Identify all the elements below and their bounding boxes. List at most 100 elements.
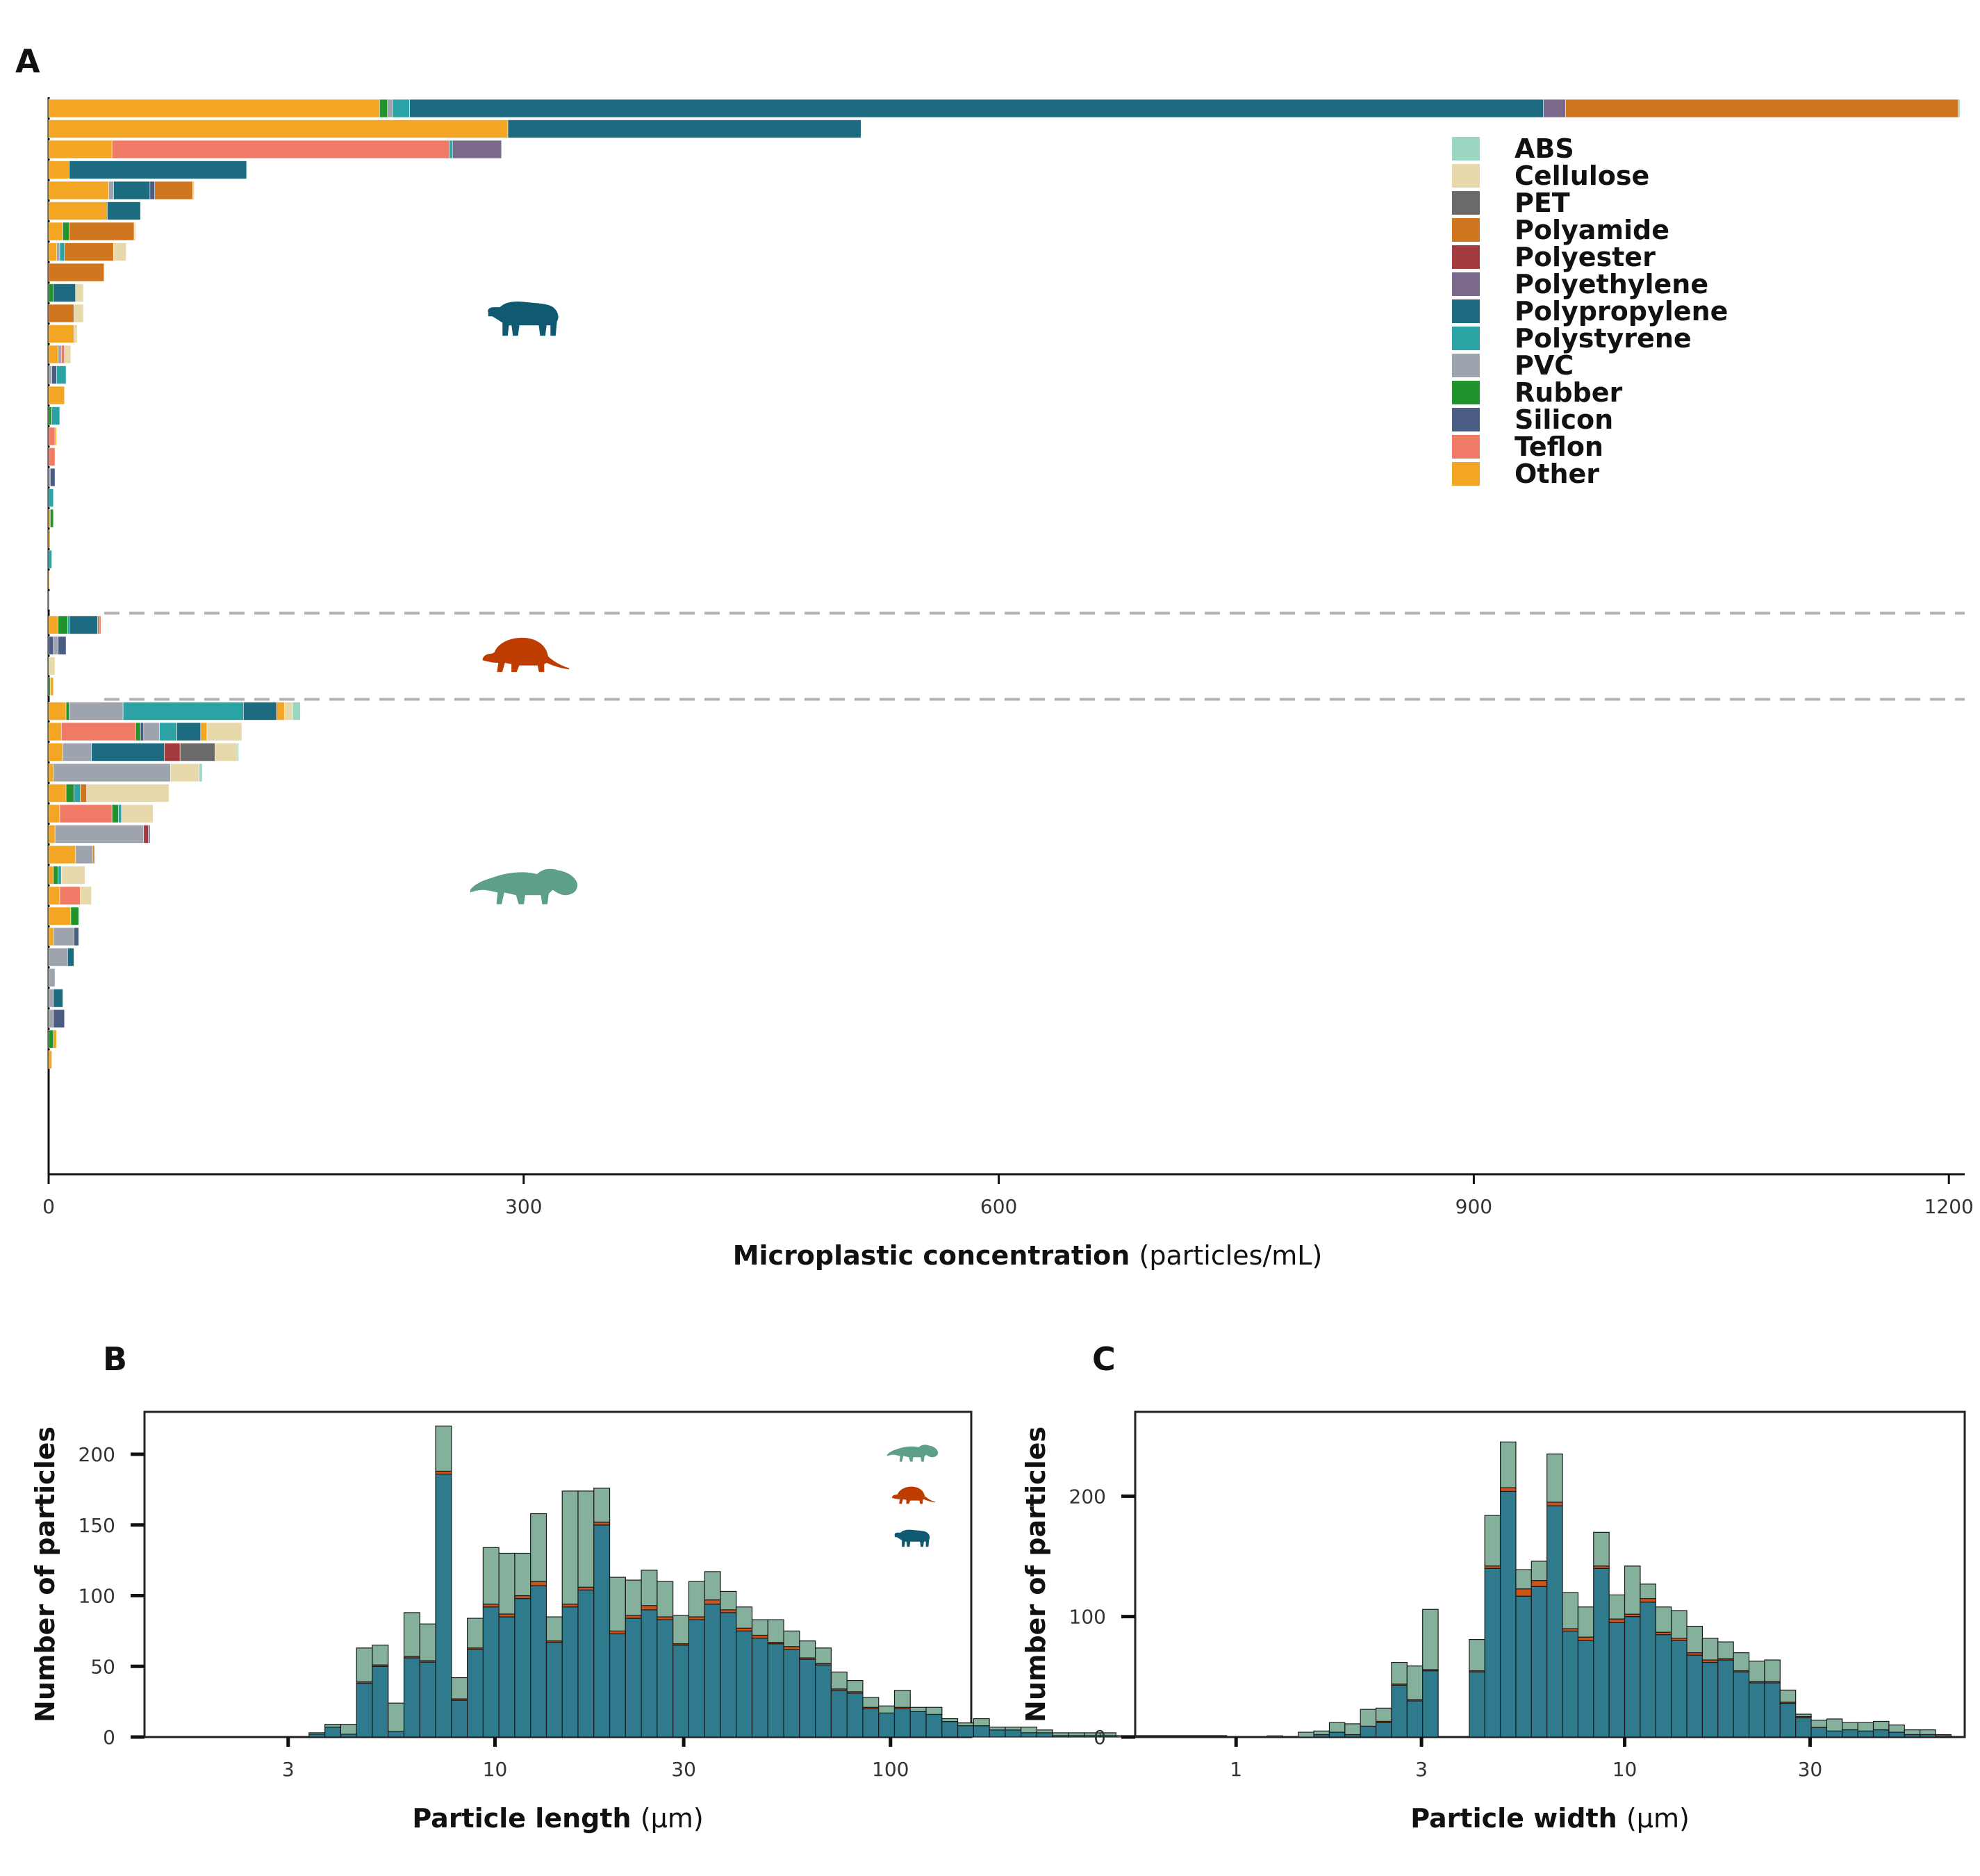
b-bar-tapir <box>925 1713 943 1738</box>
b-bar-anteater <box>356 1647 373 1683</box>
c-bar-tapir <box>1779 1702 1797 1738</box>
a-bar-segment-rubber <box>65 702 69 721</box>
a-bar-segment-polystyrene <box>449 140 453 159</box>
c-bar-anteater <box>1531 1561 1548 1581</box>
legend-label-cellulose: Cellulose <box>1515 161 1649 191</box>
b-bar-anteater <box>688 1581 705 1618</box>
a-bar-segment-cellulose <box>192 181 195 200</box>
b-bar-tapir <box>657 1619 674 1738</box>
a-bar-segment-polypropylene <box>113 181 151 200</box>
b-legend-anteater-icon <box>886 1445 939 1462</box>
a-bar-segment-rubber <box>48 677 51 696</box>
b-bar-tapir <box>941 1721 959 1738</box>
a-bar-segment-polyamide <box>48 304 74 323</box>
b-bar-anteater <box>1068 1732 1085 1736</box>
c-bar-tapir <box>1469 1671 1485 1738</box>
a-bar-segment-pvc <box>48 365 52 384</box>
a-bar-segment-silicon <box>51 365 57 384</box>
c-y-tick-label: 200 <box>1069 1485 1106 1508</box>
c-bar-tapir <box>1531 1586 1548 1738</box>
c-bar-anteater <box>1748 1661 1765 1682</box>
a-bar-segment-other <box>48 120 509 138</box>
c-y-axis-title: Number of particles <box>1021 1426 1051 1722</box>
b-bar-armadillo <box>736 1627 753 1631</box>
a-bar-segment-polyester <box>164 743 181 762</box>
a-bar-segment-rubber <box>63 222 69 241</box>
c-bar-tapir <box>1795 1717 1812 1738</box>
b-bar-anteater <box>498 1552 515 1615</box>
b-bar-tapir <box>372 1665 389 1738</box>
a-bar-segment-other <box>48 743 63 762</box>
a-bar-segment-cellulose <box>64 345 72 364</box>
c-bar-tapir <box>1857 1730 1874 1738</box>
c-bar-armadillo <box>1531 1580 1548 1587</box>
b-bar-tapir <box>308 1734 326 1738</box>
b-bar-tapir <box>419 1661 436 1738</box>
c-bar-anteater <box>1546 1454 1563 1503</box>
b-bar-anteater <box>451 1677 468 1700</box>
a-bar-segment-other <box>48 722 62 741</box>
a-bar-segment-other <box>48 763 54 782</box>
b-x-tick-label: 100 <box>872 1758 909 1781</box>
a-bar-segment-pvc <box>56 242 60 261</box>
c-bar-anteater <box>1375 1707 1392 1722</box>
b-bar-anteater <box>324 1724 342 1728</box>
a-bar-segment-polystyrene <box>159 722 177 741</box>
c-bar-anteater <box>1842 1722 1858 1731</box>
b-bar-anteater <box>340 1724 357 1735</box>
b-bar-anteater <box>878 1705 896 1714</box>
a-bar-segment-polystyrene <box>74 784 81 803</box>
b-bar-tapir <box>720 1612 737 1738</box>
b-bar-anteater <box>783 1630 800 1647</box>
b-bar-anteater <box>767 1619 784 1643</box>
c-x-tick-label: 30 <box>1798 1758 1823 1781</box>
b-bar-tapir <box>688 1619 705 1738</box>
c-bar-anteater <box>1422 1608 1439 1670</box>
c-bar-anteater <box>1608 1594 1626 1620</box>
a-bar-segment-pet <box>179 743 215 762</box>
b-bar-anteater <box>957 1722 974 1727</box>
a-x-tick-label: 0 <box>42 1195 55 1218</box>
b-bar-tapir <box>704 1604 721 1738</box>
b-x-tick-label: 10 <box>483 1758 508 1781</box>
c-bar-anteater <box>1826 1718 1843 1731</box>
a-bar-segment-polyethylene <box>1543 99 1566 118</box>
b-bar-anteater <box>657 1581 674 1618</box>
c-bar-tapir <box>1608 1622 1626 1738</box>
a-bar-segment-polypropylene <box>409 99 1544 118</box>
b-bar-tapir <box>641 1609 658 1738</box>
a-bar-segment-other <box>48 140 113 159</box>
b-bar-anteater <box>561 1490 579 1605</box>
b-bar-armadillo <box>751 1634 768 1639</box>
b-bar-anteater <box>577 1490 595 1588</box>
a-bar-segment-pvc <box>63 743 92 762</box>
a-bar-segment-other <box>200 722 208 741</box>
b-bar-anteater <box>973 1718 990 1727</box>
legend-label-polyethylene: Polyethylene <box>1515 269 1708 299</box>
b-bar-anteater <box>989 1727 1006 1731</box>
b-y-tick-label: 200 <box>79 1443 115 1466</box>
c-bar-tapir <box>1717 1659 1734 1738</box>
b-bar-anteater <box>593 1488 611 1523</box>
b-bar-tapir <box>783 1649 800 1738</box>
a-bar-segment-other <box>54 427 57 446</box>
a-bar-segment-cellulose <box>80 886 92 905</box>
c-bar-anteater <box>1810 1720 1828 1728</box>
b-bar-tapir <box>324 1727 342 1738</box>
a-bar-segment-rubber <box>135 722 141 741</box>
a-bar-segment-polyamide <box>1565 99 1959 118</box>
a-bar-segment-other <box>53 1030 57 1048</box>
a-bar-segment-polypropylene <box>176 722 201 741</box>
a-bar-segment-pvc <box>387 99 393 118</box>
c-bar-armadillo <box>1640 1598 1656 1603</box>
a-bar-segment-polyamide <box>80 784 88 803</box>
b-bar-tapir <box>909 1711 927 1738</box>
panel-a-stacked-bar-chart: 0 300 600 900 1200 Microplastic concentration… <box>42 97 1974 1271</box>
legend-label-pvc: PVC <box>1515 350 1574 381</box>
b-bar-tapir <box>530 1585 547 1738</box>
b-bar-anteater <box>673 1615 690 1645</box>
c-bar-tapir <box>1671 1640 1688 1738</box>
a-bar-segment-abs <box>1958 99 1961 118</box>
c-bar-anteater <box>1671 1610 1688 1639</box>
